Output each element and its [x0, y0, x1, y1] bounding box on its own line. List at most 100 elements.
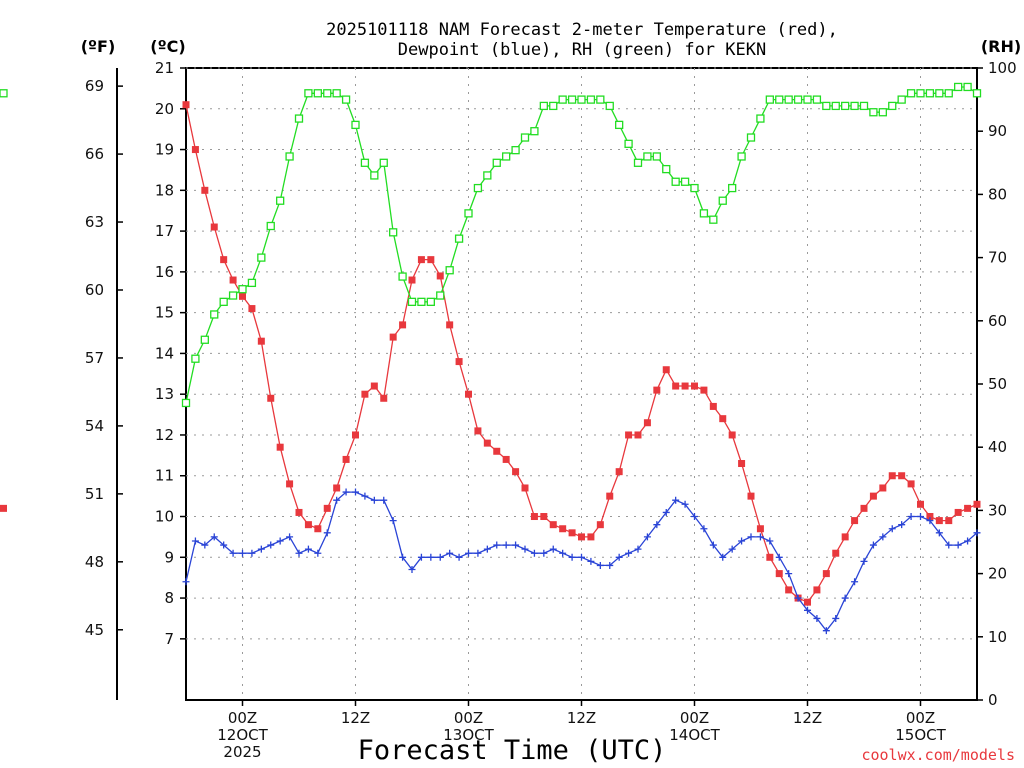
dewpoint-point: [785, 570, 793, 578]
rh-point: [181, 398, 191, 408]
temperature-point: [248, 305, 256, 313]
dewpoint-point: [973, 529, 981, 537]
rh-point: [436, 291, 445, 300]
rh-point: [690, 183, 699, 193]
dewpoint-point: [512, 541, 520, 549]
temperature-point: [210, 223, 218, 231]
dewpoint-point: [455, 553, 463, 561]
dewpoint-point: [766, 537, 774, 545]
dewpoint-point: [926, 517, 934, 525]
temperature-point: [0, 504, 7, 512]
dewpoint-point: [813, 614, 821, 622]
fahrenheit-tick-label: 54: [85, 417, 104, 435]
fahrenheit-tick-label: 60: [85, 281, 104, 299]
time-tick-label: 2025: [223, 743, 261, 761]
time-tick-label: 12Z: [341, 709, 370, 727]
rh-point: [200, 335, 209, 344]
temperature-point: [314, 525, 322, 533]
time-tick-label: 12Z: [567, 709, 596, 727]
rh-point: [944, 89, 953, 98]
temperature-point: [907, 480, 915, 488]
temperature-point: [568, 529, 576, 537]
fahrenheit-tick-label: 51: [85, 485, 104, 503]
dewpoint-point: [239, 549, 246, 557]
rh-tick-label: 80: [988, 185, 1007, 203]
dewpoint-point: [436, 553, 444, 561]
dewpoint-point: [229, 549, 237, 557]
rh-point: [831, 101, 840, 111]
temperature-point: [286, 480, 294, 488]
dewpoint-point: [851, 578, 859, 586]
rh-point: [351, 120, 360, 130]
rh-point: [228, 291, 238, 300]
fahrenheit-tick-label: 63: [85, 213, 104, 231]
celsius-tick-label: 9: [164, 548, 174, 566]
rh-point: [841, 101, 850, 111]
rh-point: [888, 101, 897, 111]
series-rh: [0, 82, 982, 408]
temperature-point: [304, 521, 312, 529]
x-axis-label: Forecast Time (UTC): [358, 735, 667, 766]
fahrenheit-axis-unit: (ºF): [81, 37, 116, 56]
rh-point: [925, 89, 935, 98]
dewpoint-point: [841, 594, 849, 602]
dewpoint-point: [399, 553, 407, 561]
time-tick-label: 00Z: [906, 709, 935, 727]
rh-point: [247, 278, 257, 288]
series-dewpoint: [183, 489, 981, 635]
dewpoint-point: [540, 549, 548, 557]
dewpoint-point: [879, 533, 887, 541]
temperature-point: [182, 101, 190, 109]
dewpoint-point: [352, 488, 359, 496]
temperature-point: [766, 553, 774, 561]
dewpoint-point: [474, 549, 482, 557]
y-axis-ticks: 7 8 9 10 11 12 13 14 15 16 17 18 19 20 21 45 48 51 54 57 60 6…: [85, 59, 1017, 709]
temperature-point: [851, 517, 859, 525]
dewpoint-point: [822, 627, 830, 635]
temperature-point: [257, 337, 265, 345]
temperature-point: [634, 431, 642, 439]
rh-point: [793, 95, 803, 104]
rh-point: [737, 152, 746, 161]
temperature-point: [408, 276, 416, 284]
dewpoint-point: [370, 496, 378, 504]
celsius-tick-label: 10: [155, 508, 174, 526]
dewpoint-point: [672, 496, 680, 504]
temperature-point: [681, 382, 689, 390]
temperature-point: [860, 504, 868, 512]
dewpoint-point: [417, 553, 425, 561]
rh-point: [464, 209, 473, 218]
rh-point: [379, 158, 388, 167]
chart-title-line-2: Dewpoint (blue), RH (green) for KEKN: [398, 40, 766, 60]
data-series: [0, 82, 982, 635]
credit-link[interactable]: coolwx.com/models: [861, 746, 1015, 764]
rh-point: [954, 82, 963, 92]
temperature-point: [267, 394, 275, 402]
dewpoint-point: [361, 492, 369, 500]
rh-point: [906, 89, 916, 98]
rh-point: [746, 133, 756, 142]
temperature-point: [417, 256, 425, 264]
temperature-point: [728, 431, 736, 439]
rh-point: [822, 101, 831, 111]
dewpoint-point: [380, 496, 388, 504]
chart-title-line-1: 2025101118 NAM Forecast 2-meter Temperat…: [326, 20, 838, 40]
rh-point: [304, 89, 313, 98]
dewpoint-point: [709, 541, 717, 549]
rh-point: [784, 95, 793, 104]
temperature-point: [888, 472, 896, 480]
series-2-meter-temperature: [0, 101, 981, 606]
rh-point: [935, 89, 944, 98]
dewpoint-point: [304, 545, 312, 553]
temperature-point: [427, 256, 435, 264]
time-tick-label: 00Z: [454, 709, 483, 727]
rh-point: [680, 177, 690, 186]
celsius-tick-label: 18: [155, 181, 174, 199]
dewpoint-point: [549, 545, 557, 553]
temperature-point: [672, 382, 680, 390]
rh-point: [294, 114, 304, 123]
temperature-point: [229, 276, 237, 284]
rh-point: [360, 158, 370, 167]
